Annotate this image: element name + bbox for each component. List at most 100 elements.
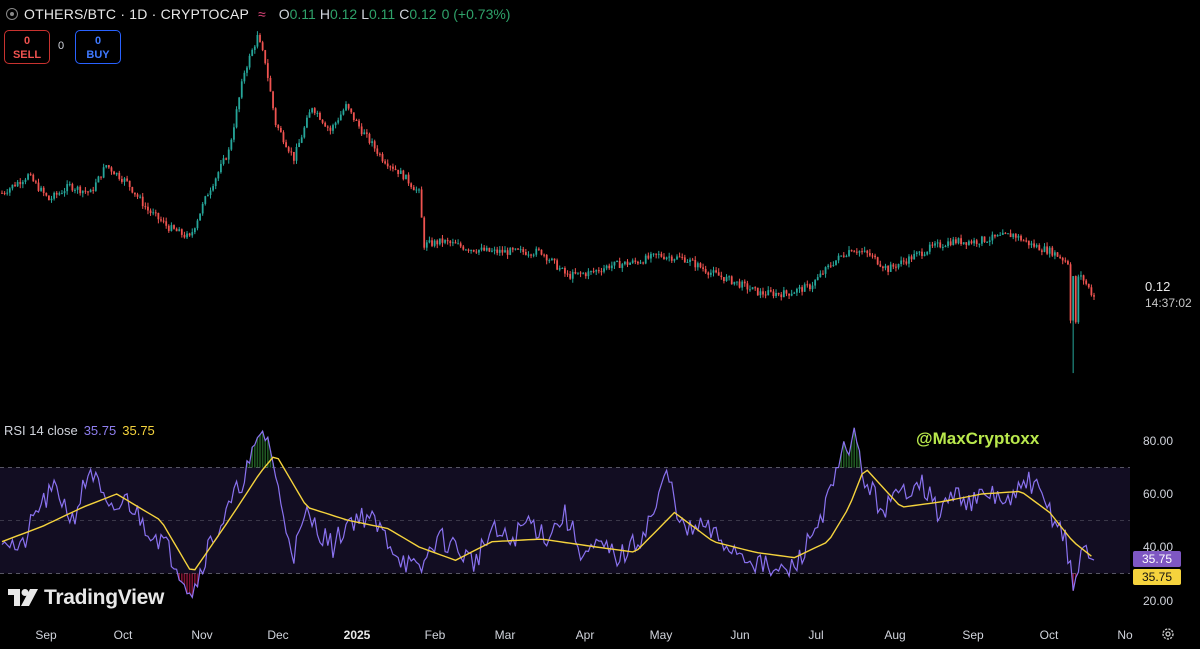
candle-body [1040, 250, 1043, 252]
candle-body [1004, 232, 1007, 234]
candle-body [535, 248, 538, 255]
candle-body [76, 186, 79, 190]
candle-body [855, 251, 858, 253]
candle-body [285, 142, 287, 148]
x-tick: Feb [424, 628, 446, 642]
candle-body [55, 192, 58, 195]
candle-body [68, 184, 71, 186]
candle-body [905, 261, 908, 264]
candle-body [381, 154, 384, 162]
candle-body [339, 114, 342, 121]
candle-body [970, 241, 973, 244]
candle-body [626, 261, 629, 265]
candle-body [449, 241, 452, 243]
candle-body [152, 212, 155, 214]
candle-body [167, 225, 170, 231]
candle-body [24, 179, 27, 182]
candle-body [16, 182, 19, 187]
candle-body [1009, 233, 1012, 238]
candle-body [801, 287, 804, 292]
candle-body [81, 190, 84, 194]
candle-body [871, 255, 874, 257]
candle-body [652, 253, 655, 255]
candle-body [1043, 246, 1046, 252]
symbol-title[interactable]: OTHERS/BTC · 1D · CRYPTOCAP [24, 6, 250, 22]
candle-body [631, 260, 634, 263]
rsi-value-badge: 35.75 [1133, 551, 1181, 567]
candle-body [376, 148, 379, 154]
symbol-icon[interactable] [6, 8, 18, 20]
candle-body [365, 132, 368, 134]
candle-body [678, 256, 681, 258]
candle-body [373, 141, 376, 149]
high-label: H [319, 6, 330, 22]
candle-body [621, 264, 624, 268]
candle-body [623, 261, 626, 265]
candle-body [561, 267, 564, 269]
x-tick: Aug [884, 628, 906, 642]
candle-body [139, 196, 142, 198]
rsi-tick-20: 20.00 [1143, 594, 1174, 608]
close-label: C [399, 6, 410, 22]
x-tick: Oct [1039, 628, 1059, 642]
candle-body [537, 248, 540, 250]
candle-body [217, 172, 220, 179]
candle-body [332, 125, 334, 131]
candle-body [498, 249, 501, 253]
candle-body [712, 270, 715, 273]
candle-body [493, 249, 496, 251]
candle-body [342, 110, 345, 115]
sell-label: SELL [12, 49, 42, 61]
candle-body [811, 285, 814, 290]
rsi-legend[interactable]: RSI 14 close 35.75 35.75 [4, 423, 155, 438]
candle-body [644, 255, 647, 264]
candle-body [214, 178, 217, 187]
candle-body [120, 178, 123, 182]
candle-body [506, 250, 509, 255]
candle-body [996, 235, 999, 237]
candle-body [478, 249, 480, 253]
candle-body [683, 257, 686, 263]
candle-body [793, 292, 796, 294]
candle-body [723, 277, 725, 282]
candle-body [206, 194, 209, 197]
candle-body [845, 255, 848, 257]
tradingview-logo-icon [8, 589, 38, 606]
candle-body [548, 260, 551, 262]
settings-gear-icon[interactable] [1161, 627, 1175, 641]
candle-body [858, 251, 861, 253]
price-pane[interactable] [1, 31, 1095, 374]
candle-body [212, 186, 215, 191]
sell-button[interactable]: 0 SELL [4, 30, 50, 64]
candle-body [926, 251, 929, 255]
candle-body [53, 192, 56, 199]
rsi-pane[interactable] [0, 427, 1130, 600]
candle-body [1035, 245, 1038, 247]
candle-body [728, 276, 731, 278]
open-label: O [278, 6, 290, 22]
candle-body [968, 241, 970, 245]
candle-body [785, 290, 788, 294]
tradingview-logo[interactable]: TradingView [8, 586, 164, 610]
candle-body [574, 271, 577, 274]
candle-body [407, 174, 410, 184]
x-tick: Dec [267, 628, 289, 642]
candle-body [962, 242, 965, 245]
buy-button[interactable]: 0 BUY [75, 30, 121, 64]
candle-body [577, 272, 579, 274]
candle-body [1087, 283, 1090, 288]
candle-body [32, 174, 35, 182]
candle-body [806, 284, 809, 286]
candle-body [84, 190, 87, 192]
candle-body [405, 174, 407, 180]
candle-body [1080, 275, 1082, 277]
candle-body [418, 189, 420, 191]
candle-body [814, 280, 817, 286]
candle-body [756, 287, 759, 296]
candle-body [689, 259, 691, 262]
candle-body [29, 174, 32, 176]
candle-body [1012, 233, 1015, 238]
candle-body [183, 234, 186, 238]
candle-body [470, 249, 473, 251]
